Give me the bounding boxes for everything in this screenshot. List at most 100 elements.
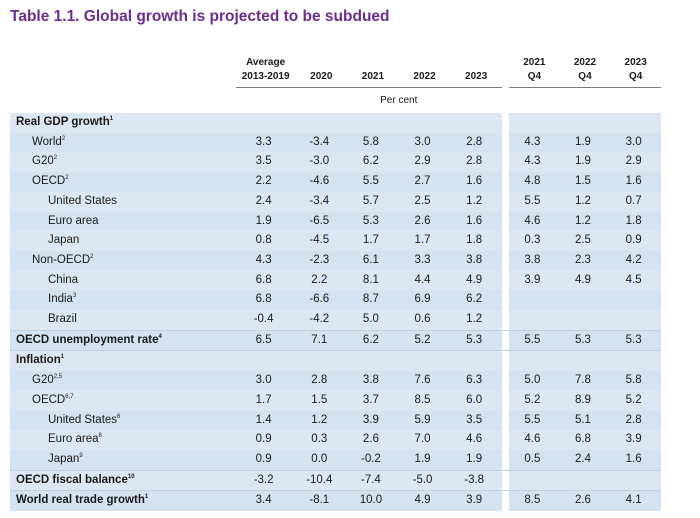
cell-year: 6.0 xyxy=(450,390,502,411)
cell-year: -5.0 xyxy=(398,469,451,491)
row-label-text: World real trade growth xyxy=(16,494,145,507)
row-label: United States xyxy=(10,191,236,212)
row-label: China xyxy=(10,270,236,291)
footnote-marker: 9 xyxy=(79,453,83,460)
header-quarter-q: Q4 xyxy=(578,71,592,82)
cell-year: -3.4 xyxy=(295,132,348,153)
cell-year: 4.9 xyxy=(398,490,451,512)
cell-quarter: 1.8 xyxy=(610,211,661,232)
table-row: World2 3.3 -3.4 5.8 3.0 2.8 4.3 1.9 3.0 xyxy=(10,132,661,153)
row-label: Real GDP growth1 xyxy=(10,113,236,133)
cell-year: 1.2 xyxy=(295,410,348,431)
footnote-marker: 10 xyxy=(127,473,135,480)
column-gap xyxy=(501,371,510,391)
table-row: OECD2 2.2 -4.6 5.5 2.7 1.6 4.8 1.5 1.6 xyxy=(10,172,661,192)
footnote-marker: 8 xyxy=(98,433,102,440)
footnote-marker: 2 xyxy=(61,135,66,142)
cell-year: -4.2 xyxy=(295,310,348,331)
table-row: Euro area8 0.9 0.3 2.6 7.0 4.6 4.6 6.8 3.9 xyxy=(10,430,661,450)
cell-quarter: 1.5 xyxy=(559,172,611,192)
cell-year: -8.1 xyxy=(295,490,348,512)
cell-year: 5.2 xyxy=(398,329,451,351)
cell-year: 5.5 xyxy=(347,172,399,192)
table-row: OECD fiscal balance10 -3.2 -10.4 -7.4 -5.0 -3… xyxy=(10,469,661,491)
row-label-text: OECD unemployment rate xyxy=(16,333,159,346)
cell-quarter: 3.0 xyxy=(610,132,661,153)
row-label: Japan xyxy=(10,231,236,251)
row-label: OECD6,7 xyxy=(10,390,236,411)
cell-quarter: 8.5 xyxy=(509,490,560,512)
table-row: Euro area 1.9 -6.5 5.3 2.6 1.6 4.6 1.2 1.8 xyxy=(10,211,661,232)
header-quarter: 2023 Q4 xyxy=(610,52,661,88)
table-row: India3 6.8 -6.6 8.7 6.9 6.2 xyxy=(10,290,661,311)
cell-quarter xyxy=(559,113,611,133)
column-gap xyxy=(501,231,510,251)
row-label: India3 xyxy=(10,290,236,311)
cell-year: 1.7 xyxy=(398,231,451,251)
row-label-text: OECD xyxy=(32,393,66,406)
cell-year: 2.2 xyxy=(295,270,348,291)
cell-quarter: 7.8 xyxy=(559,371,611,391)
cell-year: 2.6 xyxy=(398,211,451,232)
cell-year: 3.8 xyxy=(450,250,502,271)
row-label-text: G20 xyxy=(32,374,54,387)
table-row: United States 2.4 -3.4 5.7 2.5 1.2 5.5 1.2 0.7 xyxy=(10,191,661,212)
cell-quarter xyxy=(509,469,560,491)
cell-quarter: 4.8 xyxy=(509,172,560,192)
row-label-text: Real GDP growth xyxy=(16,116,110,128)
row-label-text: China xyxy=(48,273,79,286)
cell-year: 3.9 xyxy=(347,410,399,431)
cell-quarter xyxy=(509,113,560,133)
cell-average: 2.2 xyxy=(235,172,296,192)
cell-year xyxy=(295,350,348,372)
cell-quarter xyxy=(559,310,611,331)
column-gap xyxy=(501,350,510,372)
cell-quarter: 5.5 xyxy=(509,410,560,431)
cell-year: -6.6 xyxy=(295,290,348,311)
cell-year: 3.0 xyxy=(398,132,451,153)
cell-quarter: 5.3 xyxy=(559,329,611,351)
header-average-line2: 2013-2019 xyxy=(241,71,290,82)
cell-quarter: 0.5 xyxy=(509,449,560,471)
cell-year: 5.8 xyxy=(347,132,399,153)
row-label-text: India xyxy=(48,293,73,306)
cell-year: 6.2 xyxy=(347,329,399,351)
cell-year: 1.2 xyxy=(450,310,502,331)
cell-average: -0.4 xyxy=(235,310,296,331)
cell-quarter xyxy=(509,310,560,331)
row-label-text: OECD fiscal balance xyxy=(16,473,128,486)
row-label: Euro area8 xyxy=(10,430,236,450)
cell-quarter: 0.7 xyxy=(610,191,661,212)
cell-quarter: 4.6 xyxy=(509,211,560,232)
row-label: World2 xyxy=(10,132,236,153)
cell-quarter: 4.5 xyxy=(610,270,661,291)
row-label: OECD unemployment rate4 xyxy=(10,329,236,351)
cell-quarter: 5.2 xyxy=(509,390,560,411)
header-quarter: 2022 Q4 xyxy=(559,52,611,88)
cell-quarter: 0.3 xyxy=(509,231,560,251)
table-row: China 6.8 2.2 8.1 4.4 4.9 3.9 4.9 4.5 xyxy=(10,270,661,291)
row-label: G202 xyxy=(10,152,236,173)
header-quarter: 2021 Q4 xyxy=(509,52,560,88)
cell-quarter: 1.9 xyxy=(559,152,611,173)
cell-year: -3.8 xyxy=(450,469,502,491)
cell-quarter xyxy=(610,113,661,133)
cell-year: -6.5 xyxy=(295,211,348,232)
cell-year: 3.9 xyxy=(450,490,502,512)
cell-year: 10.0 xyxy=(347,490,399,512)
cell-year xyxy=(347,113,399,133)
row-label: United States6 xyxy=(10,410,236,431)
column-gap xyxy=(501,390,510,411)
table-row: Brazil -0.4 -4.2 5.0 0.6 1.2 xyxy=(10,310,661,331)
table-row: Japan 0.8 -4.5 1.7 1.7 1.8 0.3 2.5 0.9 xyxy=(10,231,661,251)
footnote-marker: 6 xyxy=(117,413,121,420)
cell-quarter xyxy=(509,350,560,372)
header-average: Average 2013-2019 xyxy=(235,52,296,88)
cell-quarter: 2.6 xyxy=(559,490,611,512)
column-gap xyxy=(501,430,510,450)
row-label-text: World xyxy=(32,135,62,148)
footnote-marker: 2 xyxy=(90,254,94,261)
cell-year: -4.6 xyxy=(295,172,348,192)
cell-year: -7.4 xyxy=(347,469,399,491)
